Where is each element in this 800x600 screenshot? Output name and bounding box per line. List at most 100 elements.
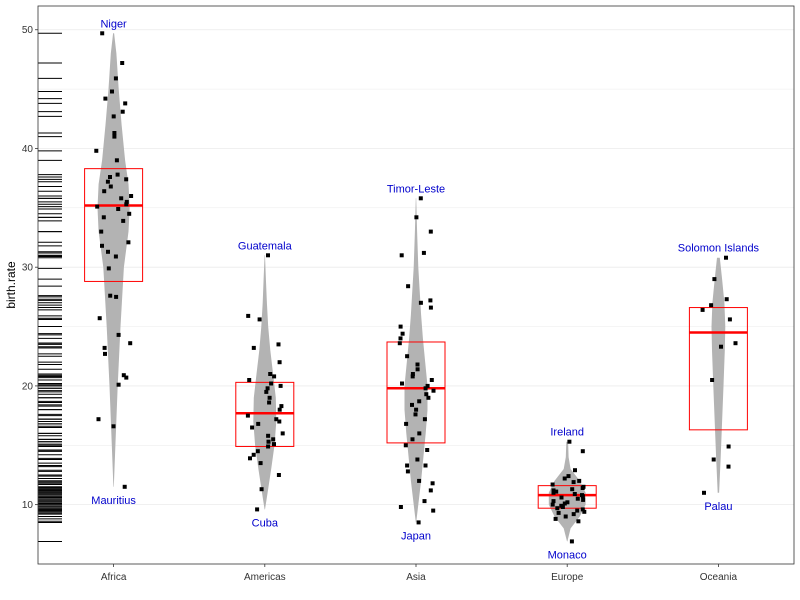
data-point	[410, 372, 415, 376]
data-point	[112, 131, 117, 135]
data-point	[405, 469, 410, 474]
data-point	[405, 463, 410, 468]
data-point	[418, 300, 423, 305]
data-point	[267, 395, 272, 400]
data-point	[280, 431, 285, 436]
data-point	[400, 381, 404, 386]
data-point	[247, 378, 252, 382]
annotation-label: Monaco	[548, 549, 587, 561]
data-point	[414, 215, 419, 220]
data-point	[550, 482, 555, 487]
box-oceania	[688, 307, 748, 431]
data-point	[403, 443, 408, 448]
box-europe	[537, 485, 597, 509]
data-point	[267, 400, 272, 405]
data-point	[266, 439, 271, 444]
data-point	[711, 457, 716, 462]
data-point	[96, 417, 101, 422]
x-tick-label: Oceania	[700, 572, 738, 583]
data-point	[398, 505, 403, 509]
data-point	[724, 255, 728, 260]
data-point	[116, 382, 121, 387]
data-point	[414, 407, 419, 412]
data-point	[556, 510, 561, 515]
data-point	[550, 502, 555, 507]
data-point	[431, 508, 436, 513]
data-point	[560, 505, 565, 509]
axes: 10 20 30 40 50 Africa Americas Asia Europe Oceani…	[22, 25, 738, 583]
data-point	[250, 425, 255, 430]
data-point	[702, 490, 706, 495]
data-point	[415, 457, 420, 462]
data-point	[571, 480, 576, 485]
y-tick-label: 30	[22, 263, 34, 274]
data-point	[121, 218, 126, 223]
data-point	[113, 254, 118, 259]
annotations: Niger Mauritius Guatemala Cuba Timor-Leste Ja…	[91, 18, 759, 561]
data-point	[128, 341, 133, 346]
data-point	[416, 520, 421, 525]
data-point	[265, 386, 270, 391]
data-point	[115, 172, 120, 177]
data-point	[278, 383, 283, 388]
annotation-label: Mauritius	[91, 495, 136, 507]
data-point	[423, 463, 428, 468]
data-point	[428, 229, 433, 234]
data-point	[108, 184, 113, 189]
data-point	[102, 189, 107, 194]
data-point	[404, 421, 409, 426]
data-point	[129, 194, 134, 198]
data-point	[417, 399, 422, 404]
box-africa	[84, 168, 144, 282]
data-point	[268, 372, 273, 376]
data-point	[116, 207, 121, 211]
data-point	[400, 331, 405, 336]
data-point	[410, 402, 414, 407]
violin-europe	[548, 441, 586, 542]
data-point	[415, 362, 420, 367]
data-point	[271, 437, 276, 442]
data-point	[114, 294, 119, 299]
data-point	[424, 392, 429, 397]
data-point	[580, 486, 585, 490]
data-point	[422, 417, 427, 422]
data-point	[127, 211, 132, 216]
y-tick-label: 50	[22, 25, 34, 36]
data-point	[102, 345, 107, 350]
data-point	[111, 424, 116, 429]
data-point	[245, 413, 250, 418]
data-point	[246, 313, 251, 318]
data-point	[95, 204, 100, 209]
data-point	[120, 109, 125, 114]
data-point	[257, 317, 262, 322]
data-point	[425, 383, 430, 388]
violin-asia	[404, 198, 428, 523]
violins	[97, 33, 726, 542]
data-point	[113, 76, 118, 81]
x-tick-label: Americas	[244, 572, 286, 583]
data-point	[418, 196, 423, 201]
data-point	[106, 266, 111, 271]
data-point	[106, 249, 110, 254]
data-point	[277, 419, 282, 424]
data-point	[569, 539, 574, 544]
data-point	[274, 417, 279, 422]
data-point	[277, 407, 282, 412]
data-point	[264, 389, 269, 394]
data-point	[423, 386, 428, 391]
data-point	[570, 487, 575, 492]
data-point	[565, 500, 570, 505]
data-point	[100, 31, 105, 36]
data-point	[559, 495, 564, 500]
data-point	[554, 489, 559, 494]
data-point	[256, 421, 261, 426]
violin-oceania	[711, 257, 726, 493]
data-point	[126, 240, 131, 245]
data-point	[428, 305, 433, 310]
data-point	[272, 442, 276, 447]
data-point	[112, 134, 117, 139]
data-point	[124, 202, 129, 207]
data-point	[120, 61, 125, 65]
data-point	[272, 374, 277, 379]
data-point	[555, 506, 560, 511]
